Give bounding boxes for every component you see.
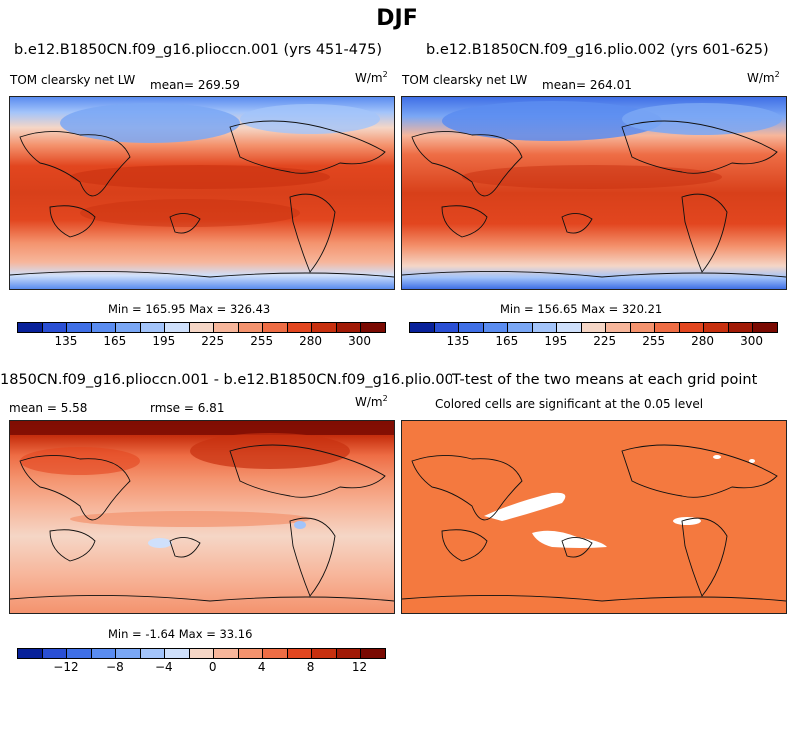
panel4-title: T-test of the two means at each grid poi… — [452, 372, 758, 388]
panel3-colorbar-swatch — [67, 649, 92, 658]
panel2-title: b.e12.B1850CN.f09_g16.plio.002 (yrs 601-… — [426, 42, 769, 58]
panel2-colorbar-swatch — [581, 323, 607, 332]
panel1-colorbar-swatch — [67, 323, 92, 332]
panel3-colorbar-swatch — [336, 649, 362, 658]
panel4-subtitle: Colored cells are significant at the 0.0… — [435, 397, 704, 411]
panel3-map — [9, 420, 395, 614]
figure-title: DJF — [376, 6, 418, 31]
panel1-minmax: Min = 165.95 Max = 326.43 — [108, 302, 271, 316]
panel2-colorbar-swatch — [606, 323, 631, 332]
panel1-colorbar-tick-label: 255 — [250, 334, 274, 348]
panel1-colorbar-swatch — [287, 323, 313, 332]
panel2-colorbar — [409, 322, 778, 333]
panel2-colorbar-swatch — [655, 323, 680, 332]
panel3-colorbar — [17, 648, 386, 659]
panel3-mean-label: mean = 5.58 — [9, 401, 88, 415]
panel1-colorbar-swatch — [18, 323, 43, 332]
panel2-minmax: Min = 156.65 Max = 320.21 — [500, 302, 663, 316]
panel1-colorbar-swatch — [336, 323, 362, 332]
panel3-colorbar-tick-label: 8 — [306, 660, 315, 674]
panel1-mean-label: mean= 269.59 — [150, 78, 240, 92]
panel2-colorbar-swatch — [410, 323, 435, 332]
panel1-title: b.e12.B1850CN.f09_g16.plioccn.001 (yrs 4… — [14, 42, 383, 58]
panel3-colorbar-tick-label: 12 — [351, 660, 368, 674]
panel3-colorbar-ticks: −12 −8 −4 0 4 8 12 — [17, 660, 384, 676]
panel1-colorbar-swatch — [91, 323, 117, 332]
panel2-colorbar-swatch — [679, 323, 705, 332]
panel3-title: 1850CN.f09_g16.plioccn.001 - b.e12.B1850… — [0, 372, 452, 388]
panel1-colorbar-swatch — [189, 323, 215, 332]
panel1-variable-label: TOM clearsky net LW — [10, 73, 136, 87]
panel1-colorbar — [17, 322, 386, 333]
panel3-colorbar-tick-label: −12 — [53, 660, 79, 674]
panel3-colorbar-tick-label: −8 — [106, 660, 124, 674]
panel1-colorbar-swatch — [42, 323, 68, 332]
panel1-colorbar-swatch — [140, 323, 166, 332]
panel3-colorbar-swatch — [140, 649, 166, 658]
panel3-minmax: Min = -1.64 Max = 33.16 — [108, 627, 253, 641]
panel1-colorbar-swatch — [116, 323, 141, 332]
panel1-map — [9, 96, 395, 290]
panel1-colorbar-swatch — [312, 323, 337, 332]
panel2-colorbar-swatch — [728, 323, 754, 332]
panel3-colorbar-swatch — [214, 649, 239, 658]
panel2-colorbar-swatch — [753, 323, 777, 332]
panel2-colorbar-tick-label: 195 — [544, 334, 568, 348]
panel1-colorbar-swatch — [165, 323, 190, 332]
panel3-colorbar-swatch — [361, 649, 385, 658]
panel3-colorbar-swatch — [165, 649, 190, 658]
panel2-colorbar-tick-label: 255 — [642, 334, 666, 348]
panel3-colorbar-swatch — [91, 649, 117, 658]
panel2-mean-label: mean= 264.01 — [542, 78, 632, 92]
panel2-colorbar-tick-label: 135 — [446, 334, 470, 348]
panel3-colorbar-swatch — [263, 649, 288, 658]
panel3-colorbar-tick-label: 4 — [257, 660, 266, 674]
panel3-colorbar-tick-label: 0 — [208, 660, 217, 674]
panel1-colorbar-tick-label: 195 — [152, 334, 176, 348]
panel3-colorbar-swatch — [238, 649, 264, 658]
panel2-colorbar-swatch — [434, 323, 460, 332]
panel2-colorbar-tick-label: 165 — [495, 334, 519, 348]
panel2-colorbar-swatch — [630, 323, 656, 332]
panel3-colorbar-swatch — [312, 649, 337, 658]
panel2-colorbar-swatch — [508, 323, 533, 332]
panel1-colorbar-tick-label: 300 — [348, 334, 371, 348]
panel1-colorbar-ticks: 135 165 195 225 255 280 300 — [17, 334, 384, 350]
panel1-colorbar-tick-label: 135 — [54, 334, 78, 348]
panel3-units: W/m2 — [355, 394, 388, 409]
panel4-map — [401, 420, 787, 614]
panel2-colorbar-swatch — [704, 323, 729, 332]
panel3-colorbar-swatch — [287, 649, 313, 658]
panel3-colorbar-tick-label: −4 — [154, 660, 173, 674]
panel2-colorbar-tick-label: 225 — [593, 334, 617, 348]
panel1-colorbar-tick-label: 225 — [201, 334, 225, 348]
panel1-colorbar-swatch — [263, 323, 288, 332]
panel2-colorbar-tick-label: 300 — [740, 334, 763, 348]
panel1-colorbar-tick-label: 165 — [103, 334, 127, 348]
panel2-variable-label: TOM clearsky net LW — [402, 73, 528, 87]
panel2-colorbar-swatch — [459, 323, 484, 332]
panel3-colorbar-swatch — [18, 649, 43, 658]
panel2-colorbar-swatch — [557, 323, 582, 332]
panel3-colorbar-swatch — [189, 649, 215, 658]
panel3-rmse-label: rmse = 6.81 — [150, 401, 225, 415]
panel1-colorbar-swatch — [361, 323, 385, 332]
panel1-colorbar-tick-label: 280 — [299, 334, 323, 348]
panel3-colorbar-swatch — [42, 649, 68, 658]
panel1-units: W/m2 — [355, 70, 388, 85]
panel2-colorbar-ticks: 135 165 195 225 255 280 300 — [409, 334, 776, 350]
panel1-colorbar-swatch — [238, 323, 264, 332]
panel2-colorbar-tick-label: 280 — [691, 334, 715, 348]
panel1-colorbar-swatch — [214, 323, 239, 332]
panel2-colorbar-swatch — [483, 323, 509, 332]
panel2-units: W/m2 — [747, 70, 780, 85]
panel2-colorbar-swatch — [532, 323, 558, 332]
panel3-colorbar-swatch — [116, 649, 141, 658]
panel2-map — [401, 96, 787, 290]
